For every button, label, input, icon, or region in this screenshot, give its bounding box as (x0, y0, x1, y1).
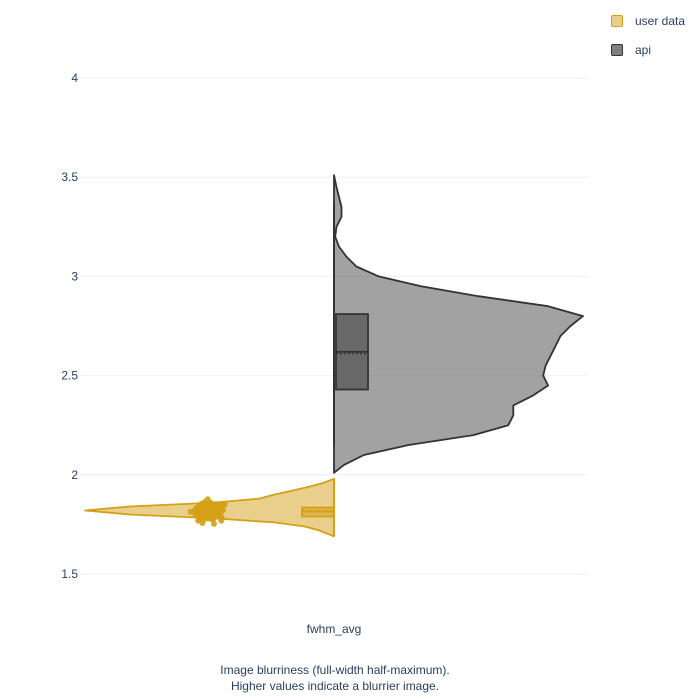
y-tick-label: 1.5 (61, 567, 78, 581)
square-swatch-icon (611, 14, 623, 27)
legend-label: api (635, 42, 652, 57)
x-category-label: fwhm_avg (307, 622, 362, 636)
data-point (192, 506, 199, 513)
data-point (199, 520, 206, 526)
data-point (202, 506, 209, 513)
chart-caption: Image blurriness (full-width half-maximu… (0, 662, 670, 694)
data-point (220, 502, 227, 508)
boxes (301, 202, 369, 537)
points (187, 496, 228, 527)
data-point (204, 496, 211, 503)
violin-api (333, 174, 584, 474)
data-point (192, 511, 199, 518)
legend-label: user data (635, 13, 686, 28)
y-tick-label: 4 (71, 71, 78, 85)
data-point (211, 520, 217, 527)
y-tick-label: 2.5 (61, 369, 78, 383)
data-point (187, 508, 194, 515)
legend: user data api (611, 6, 700, 64)
legend-item-api[interactable]: api (611, 35, 700, 64)
caption-line: Image blurriness (full-width half-maximu… (220, 663, 450, 677)
data-point (218, 517, 225, 524)
square-swatch-icon (611, 43, 623, 56)
data-point (196, 515, 203, 522)
y-tick-label: 2 (71, 468, 78, 482)
data-point (205, 501, 212, 508)
y-tick-label: 3.5 (61, 170, 78, 184)
y-axis-ticks: 1.5 2 2.5 3 3.5 4 (61, 71, 78, 581)
data-point (212, 503, 219, 510)
legend-item-user-data[interactable]: user data (611, 6, 700, 35)
y-tick-label: 3 (71, 269, 78, 283)
caption-line: Higher values indicate a blurrier image. (230, 679, 440, 693)
